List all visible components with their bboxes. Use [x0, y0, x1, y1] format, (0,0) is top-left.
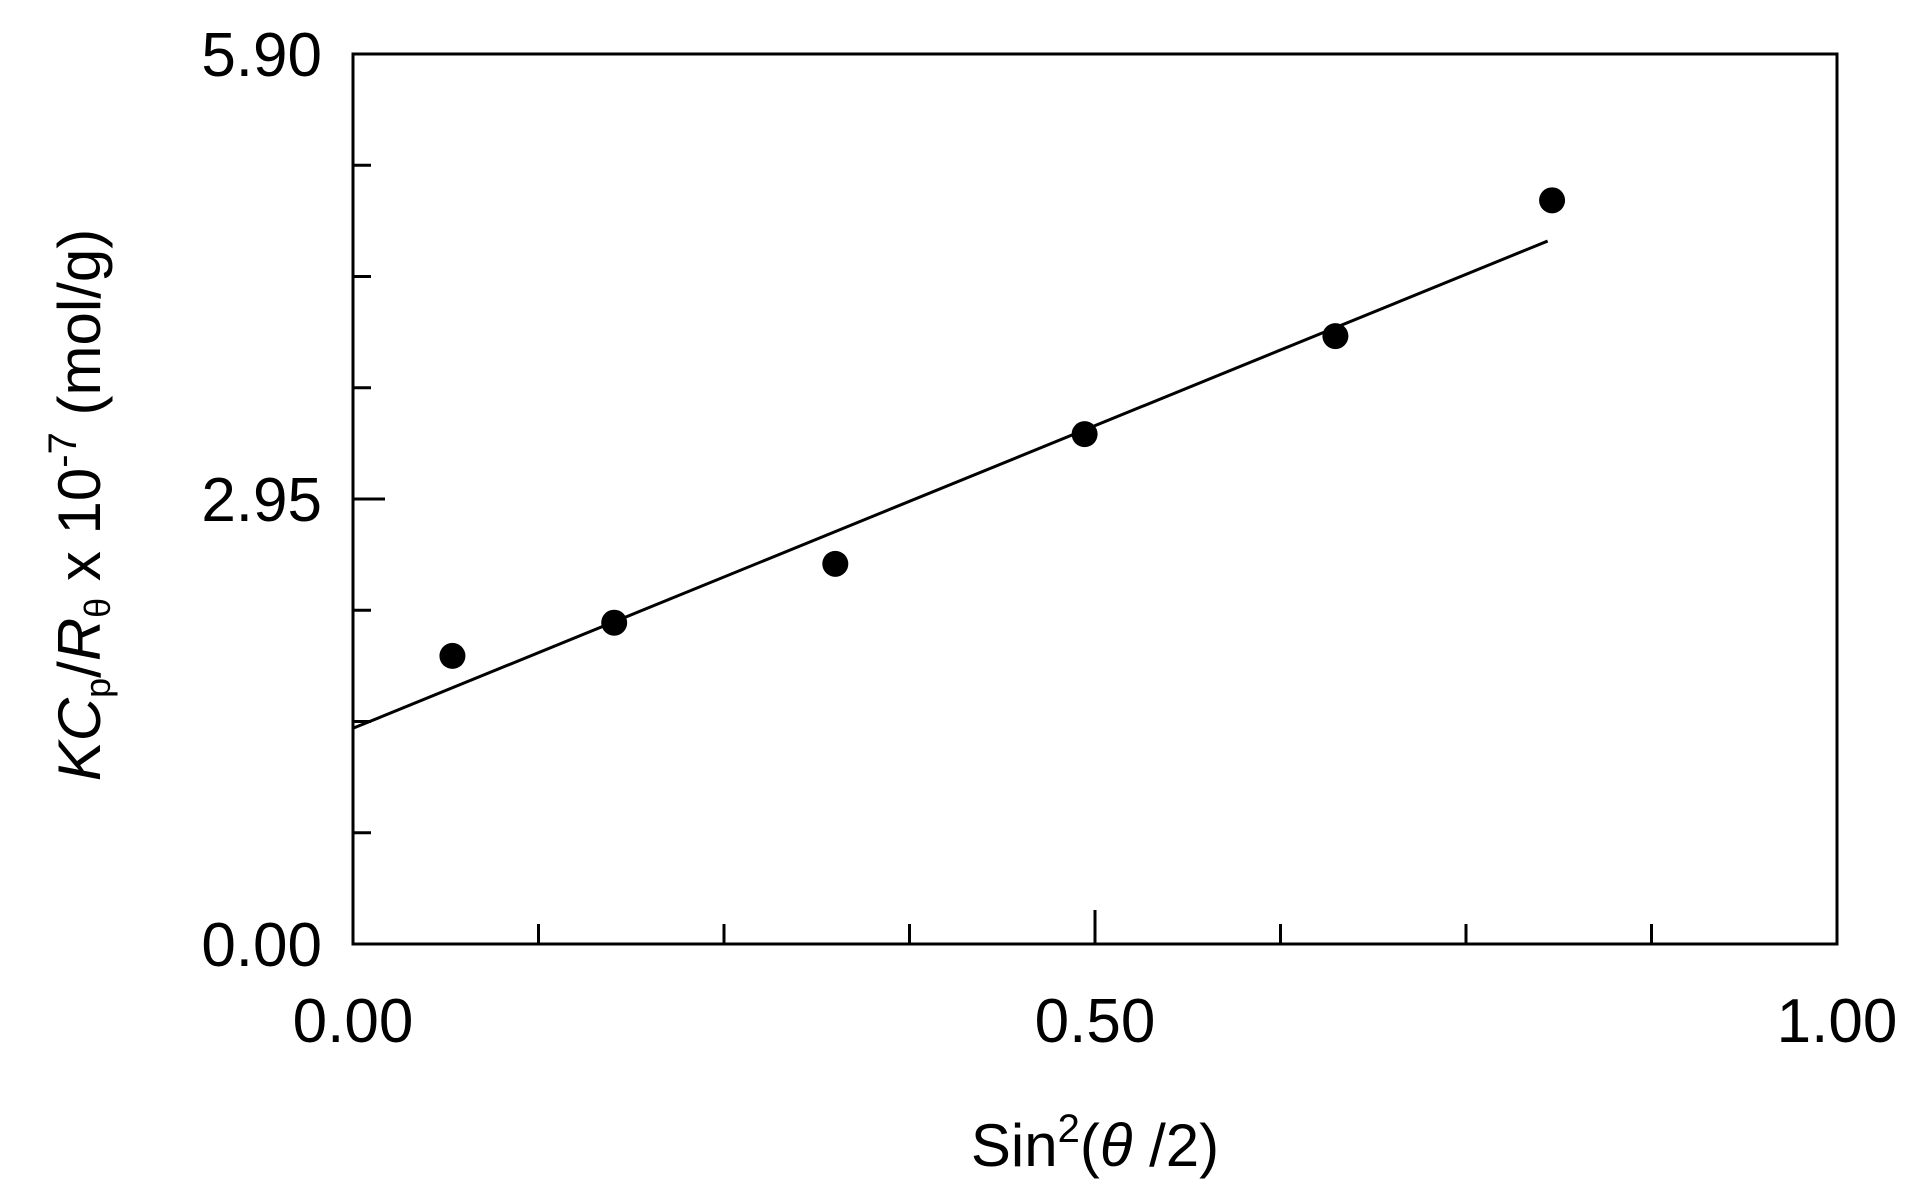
y-tick-label: 2.95	[201, 466, 322, 535]
data-point	[1539, 187, 1566, 214]
y-label-slash: /	[46, 661, 113, 678]
y-label-unit: (mol/g)	[46, 229, 113, 432]
data-point	[439, 642, 466, 669]
x-tick-label: 0.00	[293, 987, 414, 1056]
axis-ticks	[353, 163, 1653, 944]
data-points	[439, 187, 1566, 669]
data-point	[822, 550, 849, 577]
y-label-k: K	[46, 738, 113, 781]
x-label-sup: 2	[1058, 1107, 1080, 1151]
x-label-prefix: Sin	[971, 1112, 1058, 1179]
x-label-rest: /2)	[1132, 1112, 1219, 1179]
data-point	[1322, 323, 1349, 350]
y-tick-label: 5.90	[201, 21, 322, 90]
plot-frame	[351, 52, 1839, 946]
y-label-r: R	[46, 618, 113, 661]
x-tick-label: 1.00	[1777, 987, 1898, 1056]
y-axis-label: KCp/Rθ x 10-7 (mol/g)	[41, 229, 118, 781]
data-point	[601, 609, 628, 636]
y-tick-label: 0.00	[201, 911, 322, 980]
fit-line	[352, 239, 1549, 730]
data-point	[1071, 421, 1098, 448]
axis-tick-labels: 0.00 0.50 1.00 0.00 2.95 5.90	[201, 21, 1897, 1056]
y-label-c: C	[46, 697, 113, 741]
x-label-open: (	[1080, 1112, 1100, 1179]
x-tick-label: 0.50	[1035, 987, 1156, 1056]
y-label-exp: -7	[41, 432, 85, 468]
y-label-theta: θ	[77, 598, 118, 618]
x-axis-label: Sin2(θ /2)	[971, 1107, 1219, 1179]
x-label-theta: θ	[1100, 1112, 1133, 1179]
y-label-p: p	[77, 678, 118, 698]
y-label-times: x 10	[46, 468, 113, 598]
